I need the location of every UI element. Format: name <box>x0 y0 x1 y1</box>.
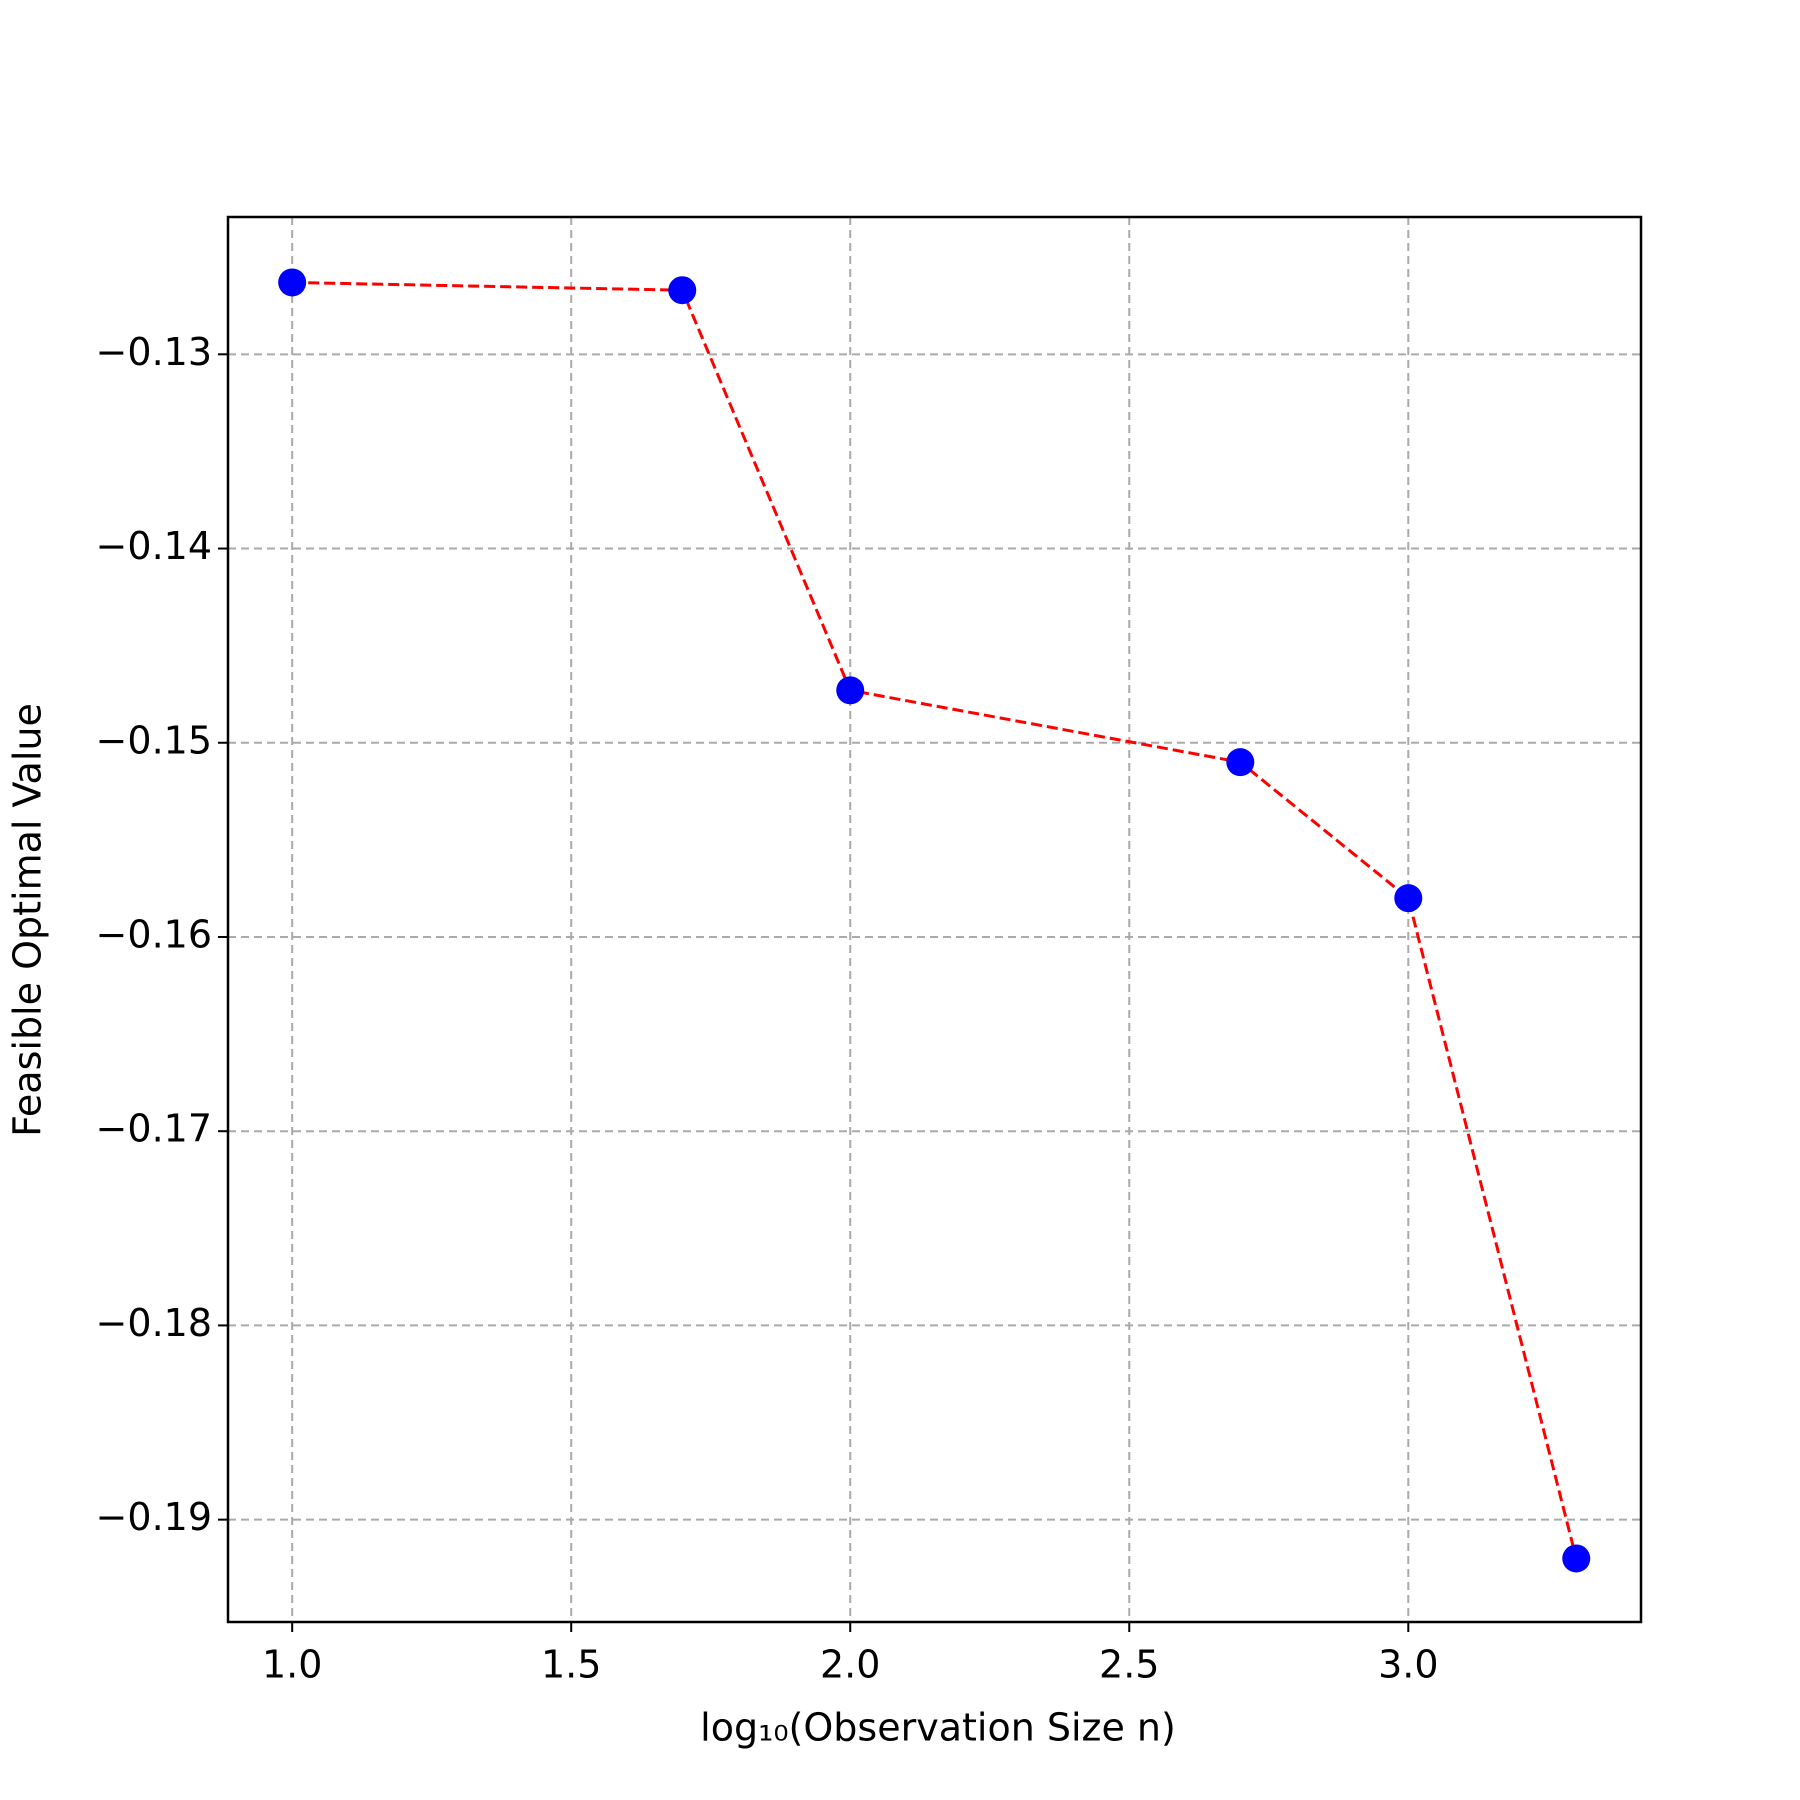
x-tick-label: 2.5 <box>1099 1643 1159 1687</box>
x-tick-label: 3.0 <box>1378 1643 1438 1687</box>
data-point <box>1562 1544 1591 1573</box>
data-point <box>278 268 307 297</box>
plot-frame <box>226 215 1643 1624</box>
data-point <box>836 676 865 705</box>
x-axis-label: log₁₀(Observation Size n) <box>700 1706 1176 1750</box>
data-point <box>668 276 697 305</box>
data-point <box>1394 884 1423 913</box>
y-axis-label: Feasible Optimal Value <box>6 703 50 1137</box>
x-tick-label: 1.0 <box>262 1643 322 1687</box>
y-tick-label: −0.15 <box>96 718 212 762</box>
y-tick-label: −0.18 <box>96 1301 212 1345</box>
x-tick-label: 2.0 <box>820 1643 880 1687</box>
x-tick-label: 1.5 <box>541 1643 601 1687</box>
y-tick-label: −0.17 <box>96 1107 212 1151</box>
data-line <box>292 280 1578 1559</box>
y-tick-label: −0.13 <box>96 330 212 374</box>
y-tick-label: −0.14 <box>96 524 212 568</box>
y-tick-label: −0.16 <box>96 912 212 956</box>
y-tick-label: −0.19 <box>96 1495 212 1539</box>
data-point <box>1226 748 1255 777</box>
